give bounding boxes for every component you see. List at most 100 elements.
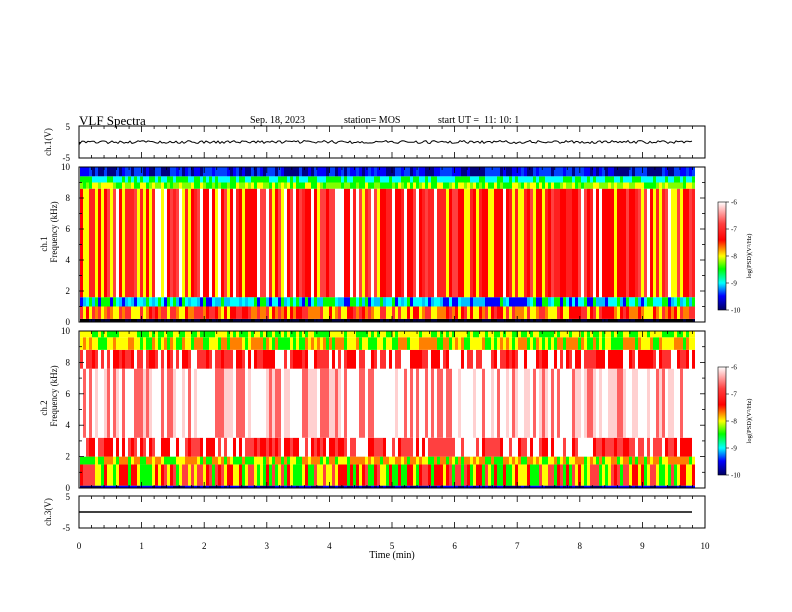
ch2-spectrogram-cell (134, 464, 137, 486)
ch1-spectrogram-cell (374, 182, 377, 189)
ch2-spectrogram-cell (215, 464, 218, 486)
ch2-spectrogram-cell (461, 464, 464, 486)
ch1-spectrogram-cell (182, 182, 185, 189)
ch2-spectrogram-cell (584, 349, 587, 369)
ch2-spectrogram-cell (482, 349, 485, 369)
ch1-spectrogram-cell (122, 306, 125, 319)
ch2-spectrogram-cell (236, 349, 239, 369)
y-tick-label: 2 (66, 452, 71, 462)
ch1-spectrogram-cell (590, 176, 593, 183)
ch2-spectrogram-cell (608, 349, 611, 369)
ch2-spectrogram-cell (353, 337, 356, 350)
y-tick-label: 4 (66, 255, 71, 265)
ch1-spectrogram-cell (362, 297, 365, 307)
ch2-spectrogram-cell (464, 349, 467, 369)
ch1-spectrogram-cell (398, 297, 401, 307)
ch1-spectrogram-cell (605, 297, 608, 307)
ch1-spectrogram-cell (482, 297, 485, 307)
ch1-spectrogram-cell (149, 176, 152, 183)
ch2-spectrogram-cell (500, 337, 503, 350)
ch1-spectrogram-cell (299, 297, 302, 307)
ch2-spectrogram-cell (473, 485, 476, 488)
ch1-spectrogram-cell (191, 167, 194, 177)
ch2-spectrogram-cell (188, 331, 191, 338)
ch1-spectrogram-cell (683, 297, 686, 307)
ch2-spectrogram-cell (668, 331, 671, 338)
ch1-spectrogram-cell (239, 297, 242, 307)
ch2-spectrogram-cell (467, 464, 470, 486)
ch2-spectrogram-cell (578, 368, 581, 438)
ch1-spectrogram-cell (623, 176, 626, 183)
ch1-spectrogram-cell (251, 318, 254, 322)
ch2-spectrogram-cell (533, 437, 536, 457)
ch2-spectrogram-cell (482, 337, 485, 350)
ch1-spectrogram-cell (539, 188, 542, 298)
ch1-spectrogram-cell (224, 297, 227, 307)
ch1-spectrogram-cell (476, 188, 479, 298)
ch2-spectrogram-cell (518, 331, 521, 338)
ch2-spectrogram-cell (524, 456, 527, 465)
ch1-spectrogram-cell (509, 188, 512, 298)
ch1-spectrogram-cell (497, 188, 500, 298)
ch2-spectrogram-cell (245, 331, 248, 338)
ch1-spectrogram-cell (308, 306, 311, 319)
ch1-spectrogram-cell (344, 176, 347, 183)
ch1-spectrogram-cell (512, 306, 515, 319)
ch1-spectrogram-cell (572, 297, 575, 307)
ch2-spectrogram-cell (146, 337, 149, 350)
ch1-spectrogram-cell (656, 176, 659, 183)
ch2-spectrogram-cell (581, 485, 584, 488)
ch1-spectrogram-cell (440, 176, 443, 183)
ch1-spectrogram-cell (368, 306, 371, 319)
ch2-spectrogram-cell (428, 456, 431, 465)
ch1-spectrogram-cell (668, 188, 671, 298)
ch1-spectrogram-cell (665, 176, 668, 183)
ch2-spectrogram-cell (281, 331, 284, 338)
ch1-spectrogram-cell (578, 176, 581, 183)
ch2-spectrogram-cell (308, 331, 311, 338)
ch2-spectrogram-cell (302, 337, 305, 350)
ch2-spectrogram-cell (425, 337, 428, 350)
ch1-spectrogram-cell (182, 167, 185, 177)
ch1-spectrogram-cell (398, 167, 401, 177)
ch2-spectrogram-cell (176, 331, 179, 338)
ch1-spectrogram-cell (617, 176, 620, 183)
ch1-spectrogram-cell (266, 182, 269, 189)
ch1-spectrogram-cell (317, 188, 320, 298)
ch1-spectrogram-cell (287, 188, 290, 298)
ch2-spectrogram-cell (473, 349, 476, 369)
ch2-spectrogram-cell (80, 349, 83, 369)
ch2-spectrogram-cell (617, 437, 620, 457)
ch2-spectrogram-cell (413, 464, 416, 486)
ch2-spectrogram-cell (557, 456, 560, 465)
ch1-spectrogram-cell (545, 176, 548, 183)
ch1-spectrogram-cell (266, 167, 269, 177)
ch2-spectrogram-cell (101, 437, 104, 457)
ch2-spectrogram-cell (476, 485, 479, 488)
ch2-spectrogram-cell (248, 331, 251, 338)
ch1-spectrogram-cell (341, 306, 344, 319)
ch1-spectrogram-cell (95, 306, 98, 319)
ch2-spectrogram-cell (293, 464, 296, 486)
ch2-spectrogram-cell (557, 485, 560, 488)
ch1-spectrogram-cell (635, 176, 638, 183)
ch2-spectrogram-cell (593, 349, 596, 369)
ch2-spectrogram-cell (161, 485, 164, 488)
ch1-spectrogram-cell (212, 306, 215, 319)
ch1-spectrogram-cell (476, 182, 479, 189)
ch2-spectrogram-cell (572, 331, 575, 338)
ch2-spectrogram-cell (332, 456, 335, 465)
ch2-spectrogram-cell (671, 331, 674, 338)
ch2-spectrogram-cell (620, 337, 623, 350)
ch2-spectrogram-cell (608, 464, 611, 486)
ch1-freq-label: Frequency (kHz) (49, 201, 59, 262)
ch1-spectrogram-cell (359, 318, 362, 322)
ch1-spectrogram-cell (500, 176, 503, 183)
ch1-spectrogram-cell (611, 306, 614, 319)
ch2-spectrogram-cell (623, 337, 626, 350)
ch1-spectrogram-cell (584, 182, 587, 189)
ch1-spectrogram-cell (362, 167, 365, 177)
ch2-spectrogram-cell (413, 368, 416, 438)
ch2-spectrogram-cell (677, 437, 680, 457)
ch1-spectrogram-cell (176, 297, 179, 307)
